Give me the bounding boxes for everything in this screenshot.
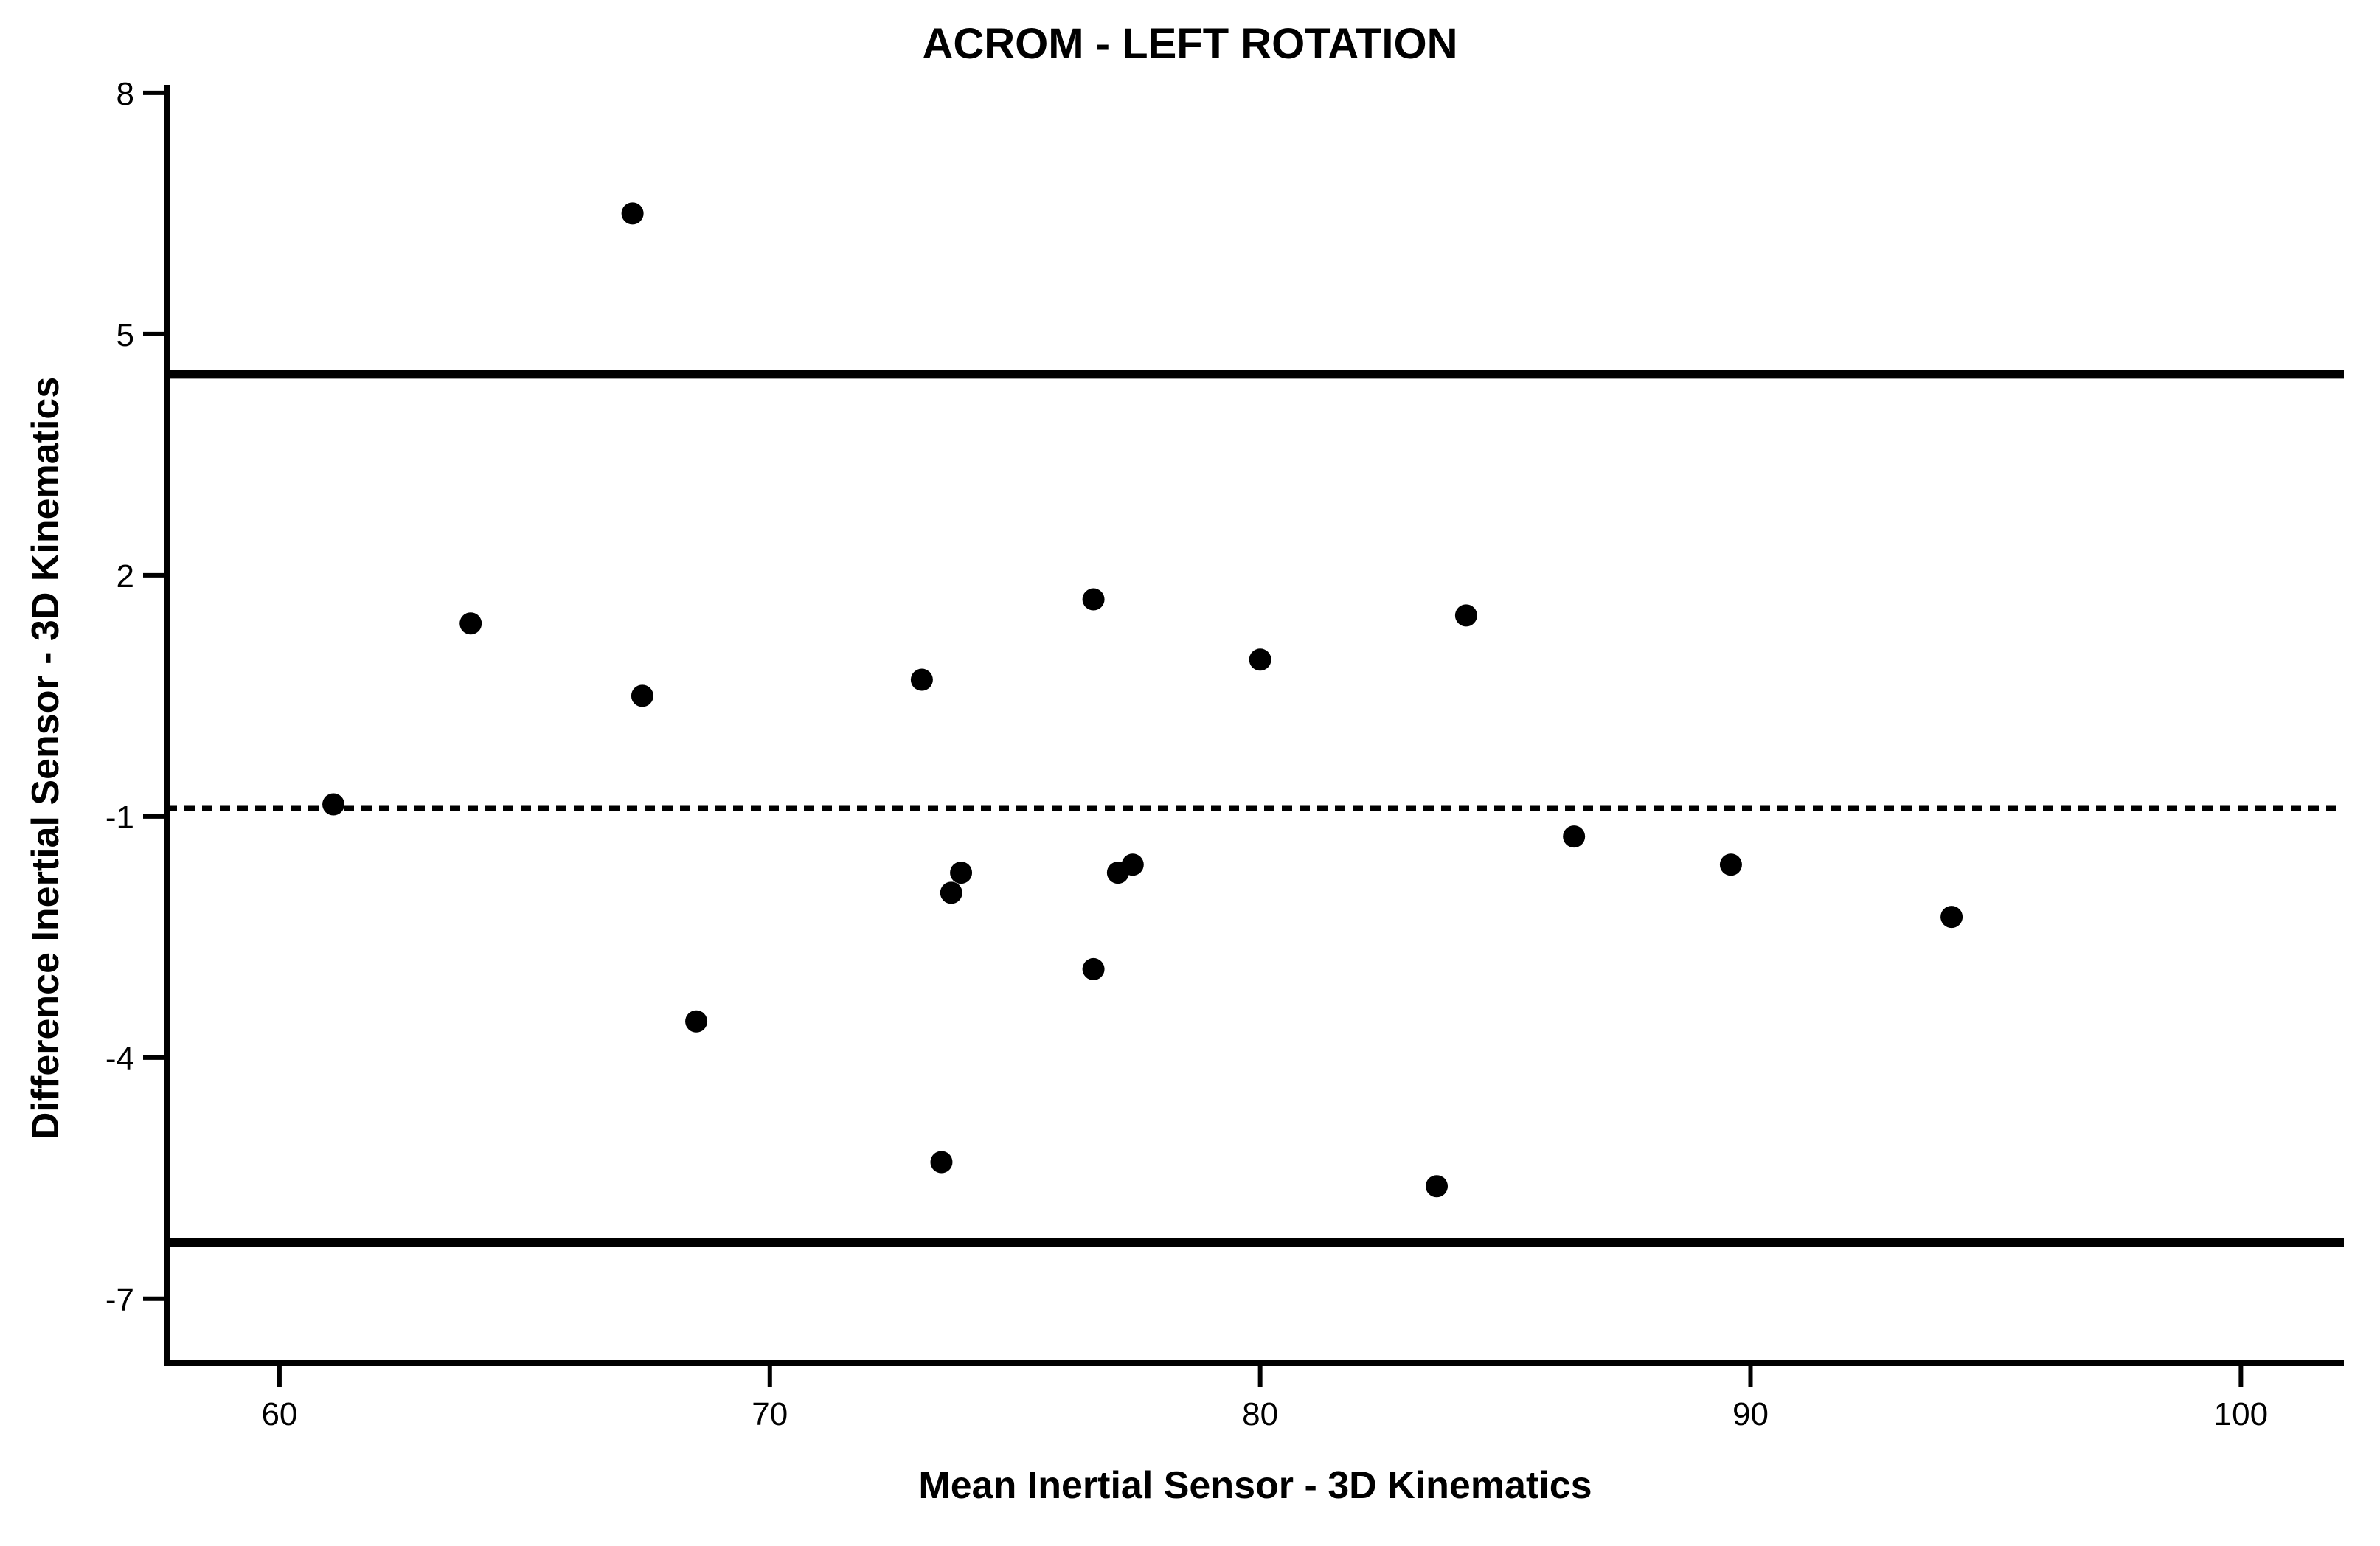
data-point [1082,588,1105,611]
data-point [930,1151,953,1174]
y-tick-label: 2 [117,558,134,595]
data-point [1249,648,1271,671]
data-point [1121,853,1144,876]
y-tick-label: -1 [105,800,134,836]
x-tick-label: 70 [752,1396,788,1432]
data-point [1454,604,1477,627]
data-point [1940,906,1963,929]
chart-title: ACROM - LEFT ROTATION [922,20,1458,68]
data-point [950,862,973,884]
y-tick-label: 5 [117,317,134,353]
y-tick-label: -7 [105,1282,134,1318]
data-point [910,668,933,691]
x-tick-label: 100 [2214,1396,2268,1432]
data-point [459,612,482,635]
data-point [1082,957,1105,980]
data-point [621,202,644,225]
y-tick-label: -4 [105,1041,134,1077]
x-axis-title: Mean Inertial Sensor - 3D Kinematics [918,1464,1592,1507]
data-point [940,881,962,904]
x-tick-label: 80 [1242,1396,1278,1432]
x-tick-label: 90 [1732,1396,1769,1432]
data-point [631,684,653,707]
y-tick-label: 8 [117,76,134,112]
data-point [1563,825,1586,848]
x-tick-label: 60 [261,1396,297,1432]
data-point [322,793,345,816]
data-point [1426,1175,1448,1198]
data-point [685,1010,708,1033]
data-point [1719,853,1742,876]
